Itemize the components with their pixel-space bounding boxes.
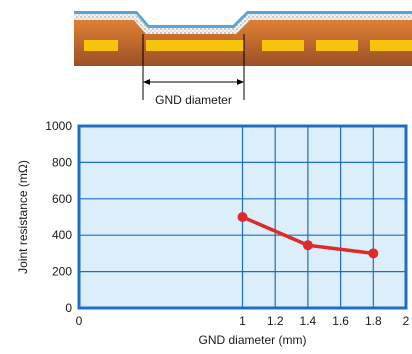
coating-layer [74, 13, 412, 34]
surface-film [74, 11, 412, 28]
data-point [302, 240, 313, 251]
dimension-label: GND diameter [155, 93, 232, 107]
x-tick-label: 1.8 [365, 314, 382, 328]
pad [316, 40, 358, 51]
y-tick-label: 200 [52, 265, 72, 279]
y-tick-label: 0 [65, 301, 72, 315]
y-tick-label: 1000 [45, 119, 72, 133]
pcb-cross-section: GND diameter [74, 11, 412, 107]
y-tick-label: 800 [52, 155, 72, 169]
chart: 0 200 400 600 800 1000 0 1 1.2 1.4 1.6 1.8 2 GND di… [16, 119, 410, 347]
x-tick-label: 2 [403, 314, 410, 328]
pad [84, 40, 118, 51]
pad [370, 40, 412, 51]
y-tick-label: 400 [52, 228, 72, 242]
gnd-pad [146, 40, 244, 51]
x-tick-label: 1.4 [300, 314, 317, 328]
plot-frame [77, 124, 408, 310]
y-axis-label: Joint resistance (mΩ) [16, 160, 30, 274]
x-tick-label: 0 [76, 314, 83, 328]
series-layer [237, 212, 379, 259]
x-tick-labels: 0 1 1.2 1.4 1.6 1.8 2 [76, 314, 410, 328]
data-point [368, 248, 379, 259]
arrow-left-head [143, 79, 150, 85]
arrow-right-head [237, 79, 244, 85]
x-tick-label: 1 [239, 314, 246, 328]
data-point [237, 212, 248, 222]
pad [262, 40, 304, 51]
y-tick-label: 600 [52, 192, 72, 206]
y-tick-labels: 0 200 400 600 800 1000 [45, 119, 72, 315]
x-axis-label: GND diameter (mm) [198, 333, 306, 347]
x-tick-label: 1.2 [267, 314, 284, 328]
x-tick-label: 1.6 [332, 314, 349, 328]
